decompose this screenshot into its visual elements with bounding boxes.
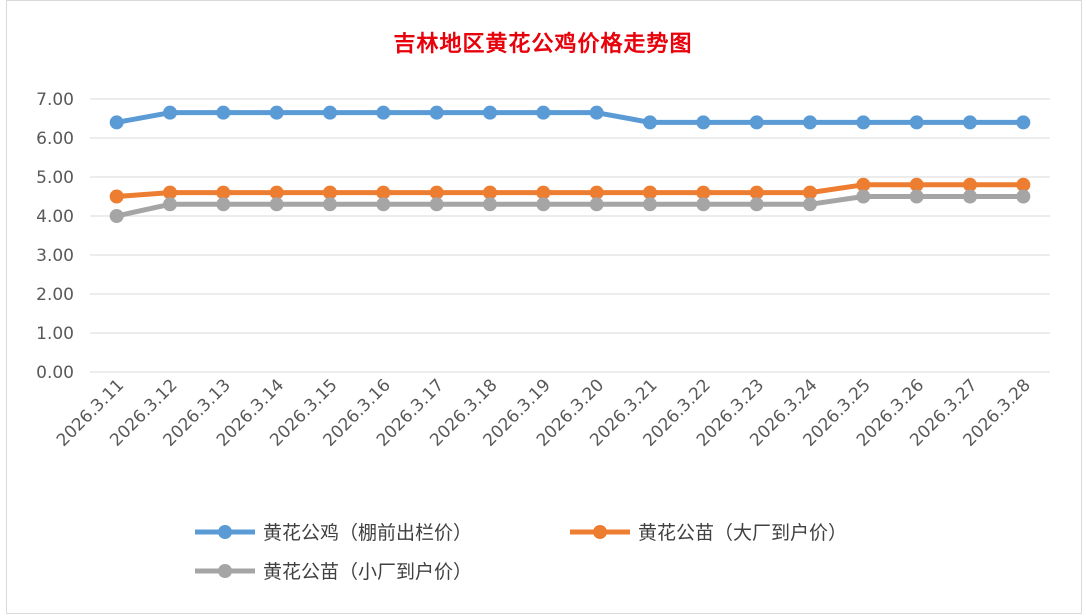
data-point — [696, 115, 711, 130]
data-point — [376, 105, 391, 120]
data-point — [803, 115, 817, 130]
legend-marker — [218, 564, 232, 578]
data-point — [109, 209, 124, 223]
data-point — [536, 185, 551, 200]
legend-marker — [218, 525, 232, 539]
legend-label: 黄花公苗（大厂到户价） — [638, 522, 847, 544]
chart-frame — [6, 0, 1082, 614]
data-point — [1016, 189, 1031, 204]
legend-marker — [593, 525, 607, 539]
data-point — [1016, 115, 1031, 130]
data-point — [803, 185, 817, 200]
data-point — [269, 105, 284, 120]
data-point — [323, 197, 337, 212]
series-line — [116, 110, 1024, 125]
data-point — [269, 185, 284, 200]
data-point — [856, 115, 871, 130]
data-point — [483, 197, 497, 212]
data-point — [1016, 177, 1031, 192]
data-point — [216, 105, 231, 120]
legend-label: 黄花公鸡（棚前出栏价） — [263, 522, 472, 544]
data-point — [429, 197, 444, 212]
series-line — [116, 194, 1024, 219]
chart-title: 吉林地区黄花公鸡价格走势图 — [393, 31, 693, 57]
data-point — [963, 189, 977, 204]
data-point — [856, 177, 871, 192]
data-point — [643, 197, 657, 212]
data-point — [589, 197, 604, 212]
data-point — [163, 105, 177, 120]
data-point — [376, 185, 391, 200]
y-tick-label: 2.00 — [36, 285, 74, 305]
data-point — [856, 189, 871, 204]
data-point — [376, 197, 391, 212]
data-point — [269, 197, 284, 212]
data-point — [696, 197, 711, 212]
y-tick-label: 7.00 — [36, 90, 74, 110]
legend-label: 黄花公苗（小厂到户价） — [263, 561, 472, 583]
data-point — [163, 185, 177, 200]
y-tick-label: 1.00 — [36, 324, 74, 344]
data-point — [589, 185, 604, 200]
data-point — [216, 185, 231, 200]
y-tick-label: 3.00 — [36, 246, 74, 266]
data-point — [963, 115, 977, 130]
data-point — [163, 197, 177, 212]
data-point — [109, 189, 124, 204]
data-point — [643, 115, 657, 130]
data-point — [909, 177, 924, 192]
data-point — [216, 197, 231, 212]
y-tick-label: 4.00 — [36, 207, 74, 227]
data-point — [429, 185, 444, 200]
data-point — [483, 105, 497, 120]
data-point — [589, 105, 604, 120]
data-point — [323, 105, 337, 120]
y-tick-label: 6.00 — [36, 129, 74, 149]
data-point — [109, 115, 124, 130]
data-point — [909, 189, 924, 204]
data-point — [749, 197, 764, 212]
data-point — [536, 105, 551, 120]
data-point — [749, 115, 764, 130]
data-point — [749, 185, 764, 200]
data-point — [803, 197, 817, 212]
data-point — [963, 177, 977, 192]
data-point — [429, 105, 444, 120]
y-tick-label: 5.00 — [36, 168, 74, 188]
data-point — [696, 185, 711, 200]
data-point — [536, 197, 551, 212]
series-line — [116, 182, 1024, 199]
data-point — [643, 185, 657, 200]
data-point — [909, 115, 924, 130]
data-point — [323, 185, 337, 200]
y-tick-label: 0.00 — [36, 363, 74, 383]
data-point — [483, 185, 497, 200]
